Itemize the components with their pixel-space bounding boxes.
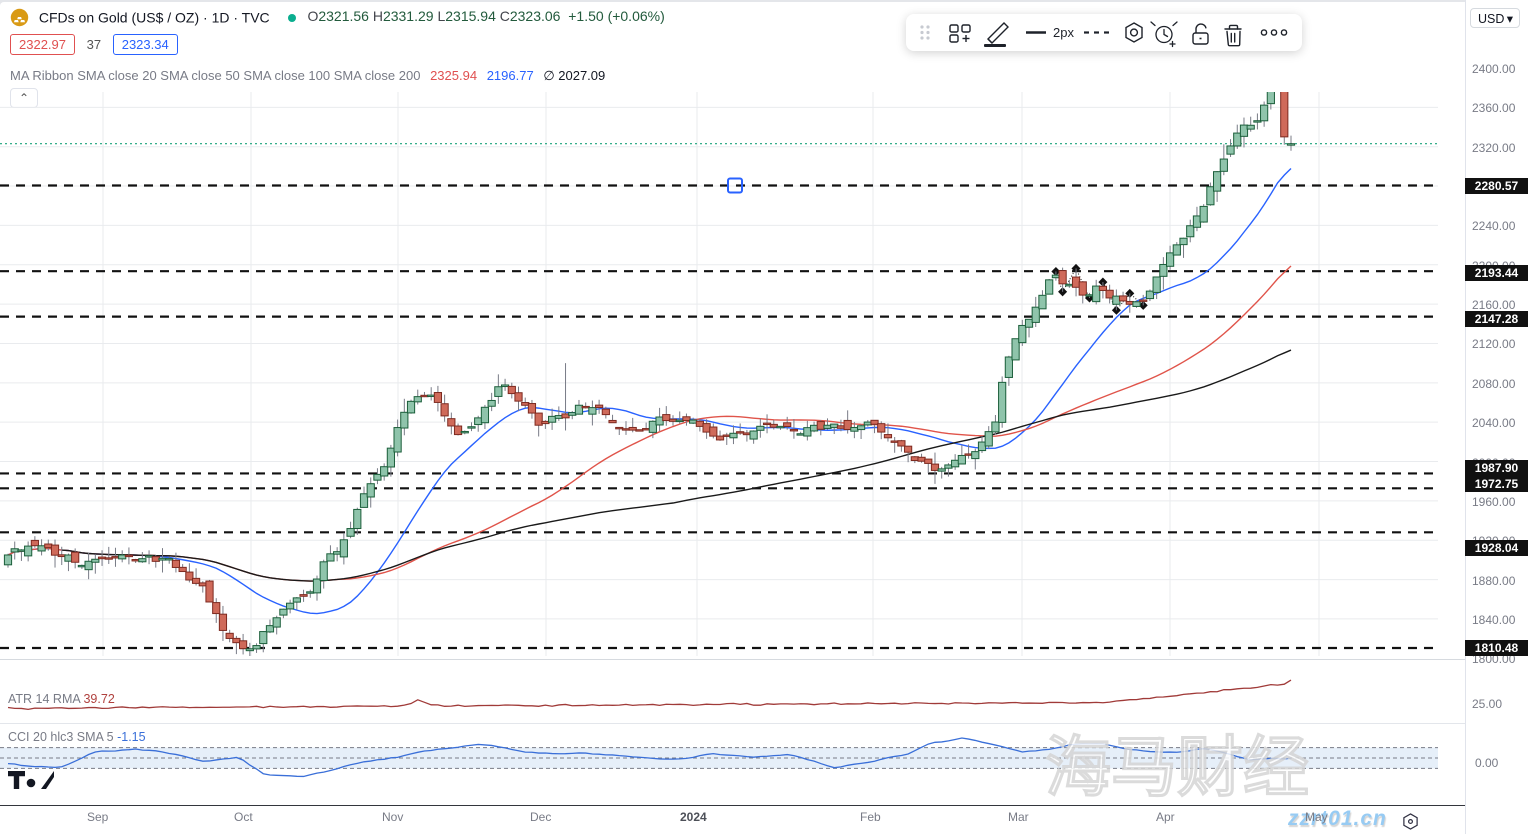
svg-text:海马财经: 海马财经 — [1045, 730, 1309, 804]
svg-text:2px: 2px — [1053, 25, 1074, 40]
